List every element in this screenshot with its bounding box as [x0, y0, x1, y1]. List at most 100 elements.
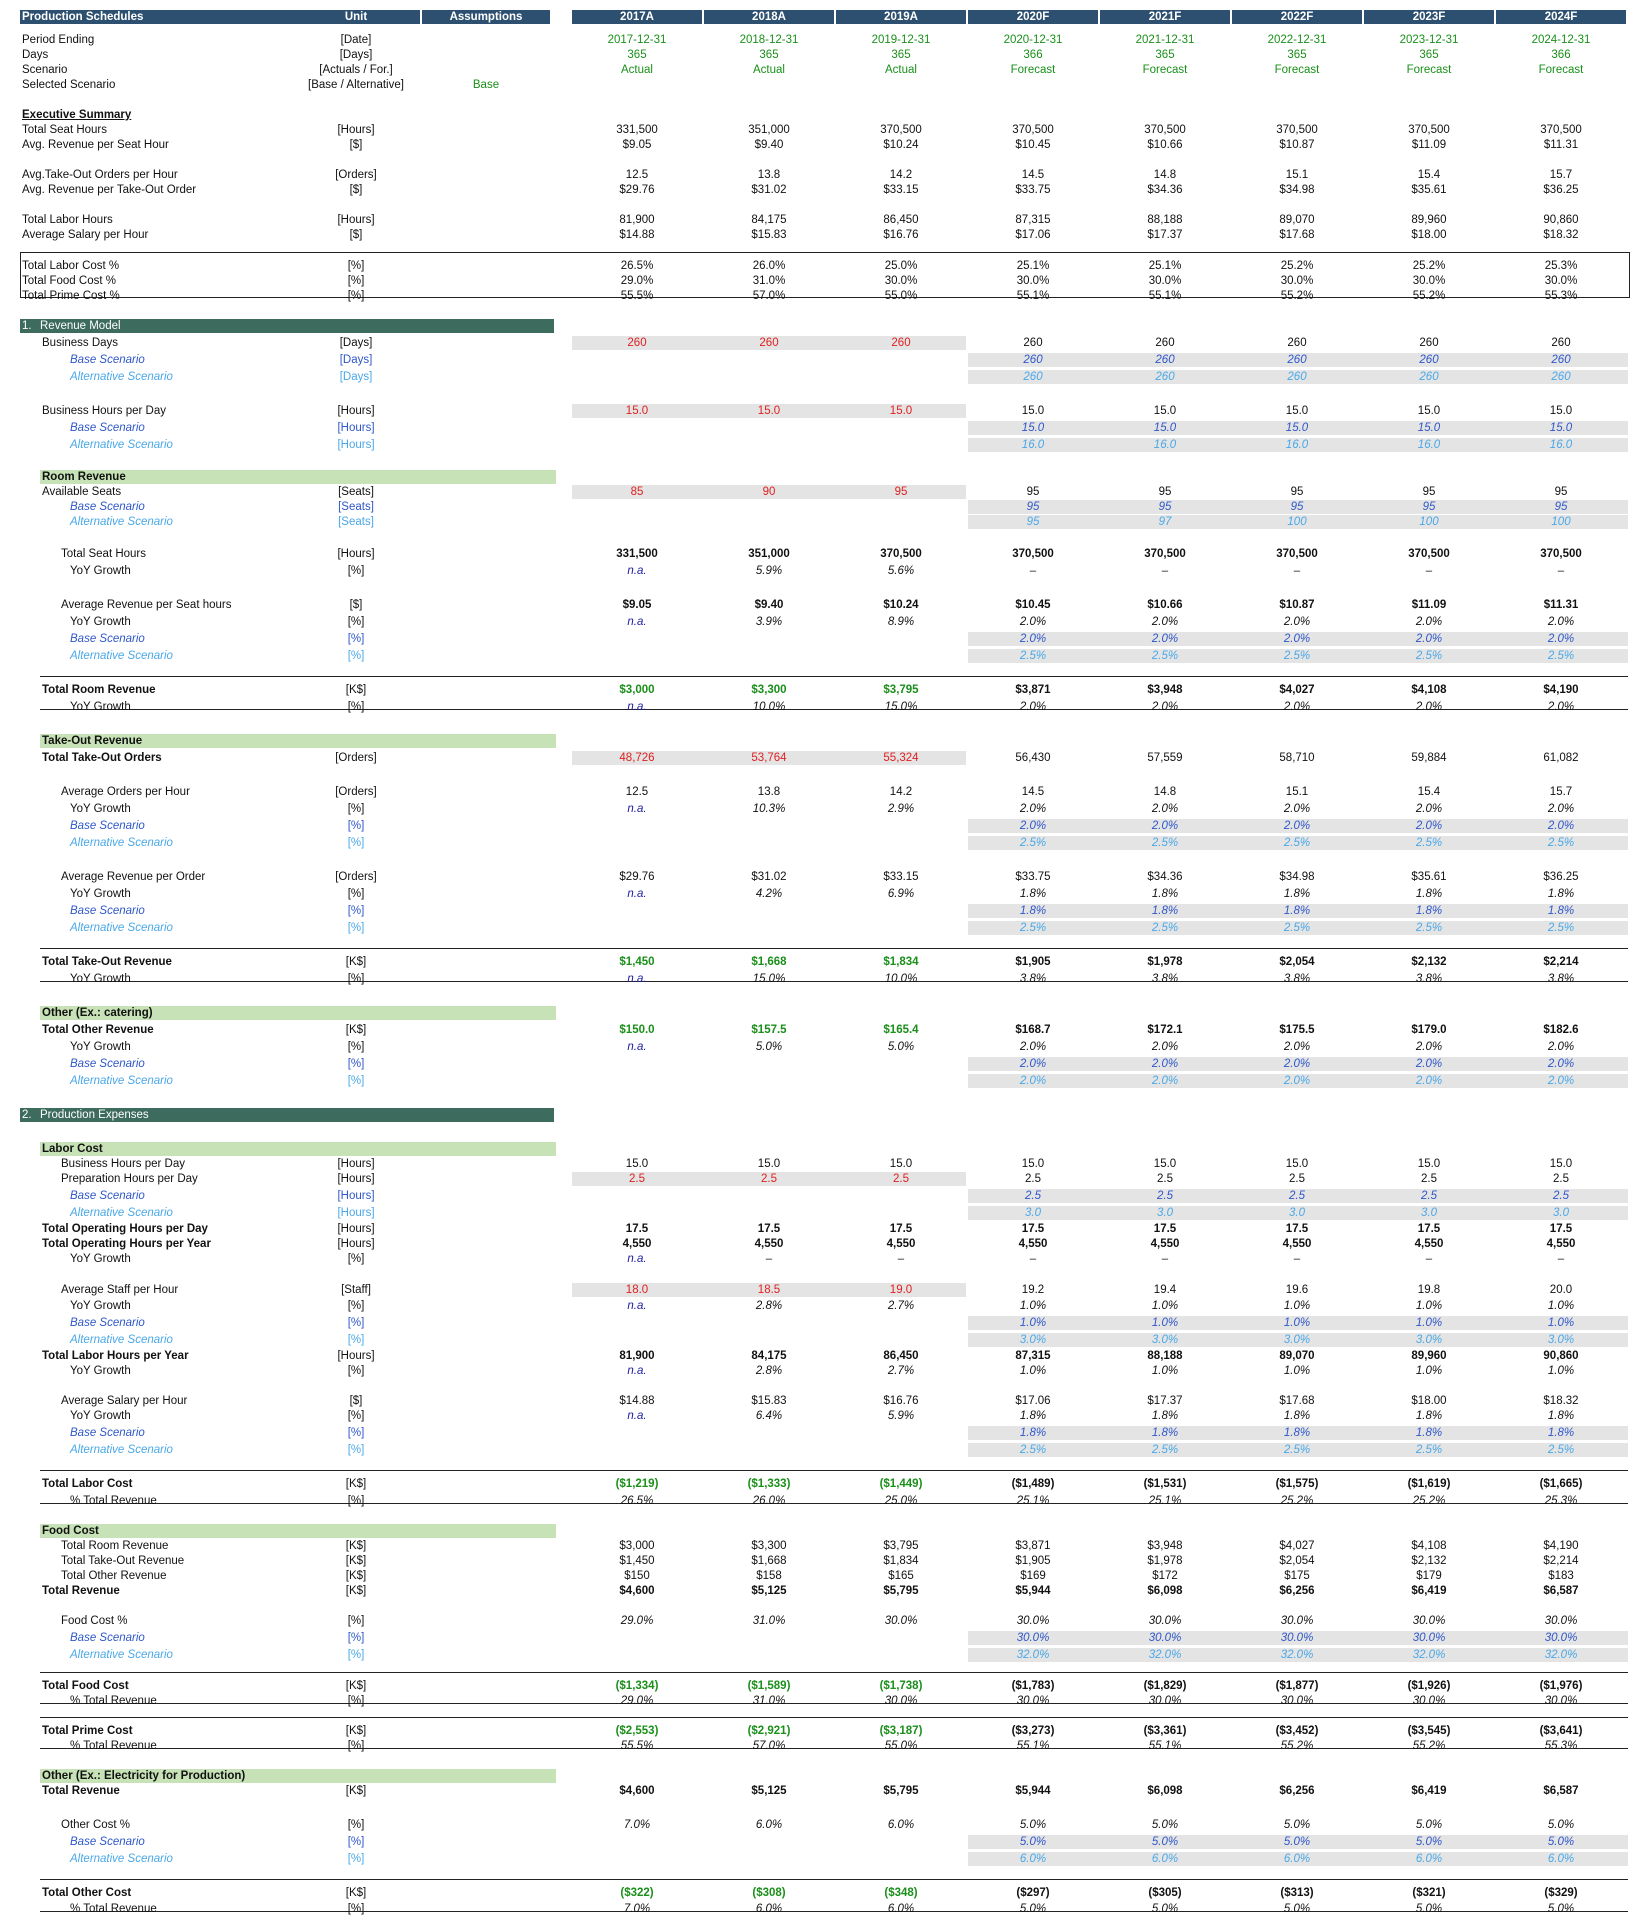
value-cell[interactable]: 2.0% [1019, 820, 1047, 832]
value-cell[interactable]: 30.0% [1412, 1632, 1446, 1644]
value-cell[interactable]: 3.0 [1421, 1207, 1437, 1219]
value-cell[interactable]: 32.0% [1412, 1649, 1446, 1661]
value-cell[interactable]: 2.5% [1547, 922, 1575, 934]
value-cell[interactable]: 2.5% [1283, 837, 1311, 849]
value-cell[interactable]: 260 [1023, 371, 1043, 383]
value-cell[interactable]: 2.5% [1151, 1444, 1179, 1456]
value-cell[interactable]: 95 [1422, 501, 1436, 513]
value-cell[interactable]: 16.0 [1021, 439, 1045, 451]
value-cell[interactable]: 5.0% [1415, 1836, 1443, 1848]
value-cell[interactable]: 2.0% [1547, 1058, 1575, 1070]
value-cell[interactable]: 3.0% [1151, 1334, 1179, 1346]
value-cell[interactable]: 2.5% [1415, 837, 1443, 849]
value-cell[interactable]: 3.0 [1157, 1207, 1173, 1219]
value-cell[interactable]: 2.5% [1415, 650, 1443, 662]
value-cell[interactable]: 95 [1026, 516, 1040, 528]
value-cell[interactable]: 30.0% [1148, 1632, 1182, 1644]
value-cell[interactable]: 5.0% [1283, 1836, 1311, 1848]
value-cell[interactable]: 2.0% [1283, 1058, 1311, 1070]
value-cell[interactable]: 2.0% [1415, 633, 1443, 645]
value-cell[interactable]: 2.5% [1283, 922, 1311, 934]
value-cell[interactable]: 2.5% [1019, 1444, 1047, 1456]
value-cell[interactable]: 2.0% [1151, 1058, 1179, 1070]
value-cell[interactable]: 260 [1023, 354, 1043, 366]
value-cell[interactable]: 2.5% [1283, 1444, 1311, 1456]
value-cell[interactable]: 1.8% [1547, 1427, 1575, 1439]
value-cell[interactable]: 3.0% [1019, 1334, 1047, 1346]
value-cell[interactable]: 2.0% [1415, 1075, 1443, 1087]
value-cell[interactable]: 2.0% [1151, 820, 1179, 832]
value-cell[interactable]: 16.0 [1153, 439, 1177, 451]
value-cell[interactable]: 260 [1155, 354, 1175, 366]
value-cell[interactable]: 15.0 [1285, 422, 1309, 434]
value-cell[interactable]: 1.8% [1019, 905, 1047, 917]
value-cell[interactable]: 95 [1026, 501, 1040, 513]
value-cell[interactable]: 2.0% [1019, 633, 1047, 645]
value-cell[interactable]: 3.0 [1025, 1207, 1041, 1219]
value-cell[interactable]: 6.0% [1415, 1853, 1443, 1865]
value-cell[interactable]: 2.0% [1415, 1058, 1443, 1070]
value-cell[interactable]: 95 [1290, 501, 1304, 513]
value-cell[interactable]: 3.0% [1547, 1334, 1575, 1346]
value-cell[interactable]: 2.5 [1157, 1190, 1173, 1202]
value-cell[interactable]: 100 [1287, 516, 1307, 528]
value-cell[interactable]: 5.0% [1019, 1836, 1047, 1848]
value-cell[interactable]: 2.0% [1151, 633, 1179, 645]
value-cell[interactable]: 30.0% [1544, 1632, 1578, 1644]
value-cell[interactable]: 6.0% [1151, 1853, 1179, 1865]
value-cell[interactable]: 95 [1554, 501, 1568, 513]
value-cell[interactable]: 2.5% [1415, 1444, 1443, 1456]
value-cell[interactable]: 3.0% [1415, 1334, 1443, 1346]
value-cell[interactable]: 6.0% [1283, 1853, 1311, 1865]
value-cell[interactable]: 2.5% [1547, 650, 1575, 662]
value-cell[interactable]: 32.0% [1148, 1649, 1182, 1661]
value-cell[interactable]: 2.0% [1283, 1075, 1311, 1087]
value-cell[interactable]: 15.0 [1021, 422, 1045, 434]
value-cell[interactable]: 6.0% [1547, 1853, 1575, 1865]
value-cell[interactable]: 2.0% [1415, 820, 1443, 832]
value-cell[interactable]: 100 [1551, 516, 1571, 528]
value-cell[interactable]: 1.0% [1547, 1317, 1575, 1329]
value-cell[interactable]: 1.0% [1019, 1317, 1047, 1329]
value-cell[interactable]: 2.0% [1547, 1075, 1575, 1087]
value-cell[interactable]: 5.0% [1151, 1836, 1179, 1848]
value-cell[interactable]: 97 [1158, 516, 1172, 528]
value-cell[interactable]: 2.5% [1547, 837, 1575, 849]
value-cell[interactable]: 1.8% [1019, 1427, 1047, 1439]
value-cell[interactable]: 260 [1551, 354, 1571, 366]
value-cell[interactable]: 2.0% [1151, 1075, 1179, 1087]
value-cell[interactable]: 260 [1419, 354, 1439, 366]
value-cell[interactable]: 260 [1551, 371, 1571, 383]
value-cell[interactable]: 2.5 [1289, 1190, 1305, 1202]
value-cell[interactable]: 30.0% [1016, 1632, 1050, 1644]
value-cell[interactable]: 2.5 [1025, 1190, 1041, 1202]
scenario-selector[interactable]: Base [472, 79, 500, 91]
value-cell[interactable]: 1.8% [1547, 905, 1575, 917]
value-cell[interactable]: 2.5% [1415, 922, 1443, 934]
value-cell[interactable]: 2.0% [1547, 820, 1575, 832]
value-cell[interactable]: 3.0 [1553, 1207, 1569, 1219]
value-cell[interactable]: 2.5% [1151, 837, 1179, 849]
value-cell[interactable]: 2.5 [1553, 1190, 1569, 1202]
value-cell[interactable]: 1.8% [1151, 1427, 1179, 1439]
value-cell[interactable]: 32.0% [1016, 1649, 1050, 1661]
value-cell[interactable]: 2.5% [1283, 650, 1311, 662]
value-cell[interactable]: 260 [1155, 371, 1175, 383]
value-cell[interactable]: 1.8% [1283, 1427, 1311, 1439]
value-cell[interactable]: 260 [1419, 371, 1439, 383]
value-cell[interactable]: 3.0 [1289, 1207, 1305, 1219]
value-cell[interactable]: 2.0% [1547, 633, 1575, 645]
value-cell[interactable]: 1.0% [1415, 1317, 1443, 1329]
value-cell[interactable]: 1.8% [1151, 905, 1179, 917]
value-cell[interactable]: 16.0 [1417, 439, 1441, 451]
value-cell[interactable]: 2.0% [1019, 1058, 1047, 1070]
value-cell[interactable]: 1.8% [1415, 1427, 1443, 1439]
value-cell[interactable]: 2.5% [1019, 650, 1047, 662]
value-cell[interactable]: 95 [1158, 501, 1172, 513]
value-cell[interactable]: 32.0% [1280, 1649, 1314, 1661]
value-cell[interactable]: 1.8% [1283, 905, 1311, 917]
value-cell[interactable]: 100 [1419, 516, 1439, 528]
value-cell[interactable]: 2.5 [1421, 1190, 1437, 1202]
value-cell[interactable]: 15.0 [1153, 422, 1177, 434]
value-cell[interactable]: 1.0% [1283, 1317, 1311, 1329]
